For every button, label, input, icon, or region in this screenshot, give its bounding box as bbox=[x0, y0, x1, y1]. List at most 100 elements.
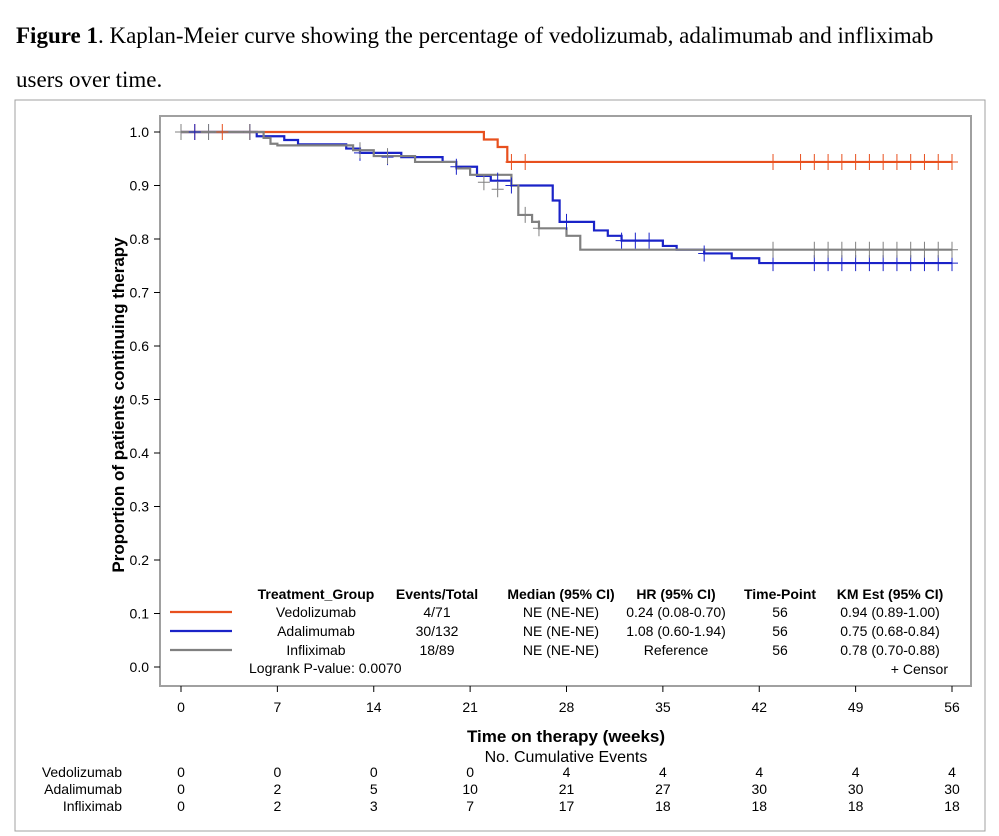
stats-cell: 4/71 bbox=[423, 604, 450, 620]
x-tick-label: 28 bbox=[559, 699, 575, 715]
censor-mark-infliximab bbox=[353, 142, 366, 159]
stats-cell: 0.24 (0.08-0.70) bbox=[626, 604, 726, 620]
censor-mark-infliximab bbox=[381, 148, 394, 165]
y-tick-label: 0.7 bbox=[130, 285, 150, 301]
stats-cell: Infliximab bbox=[286, 642, 345, 658]
censor-mark-vedolizumab bbox=[808, 153, 821, 170]
censor-mark-infliximab bbox=[849, 241, 862, 258]
risk-cell: 18 bbox=[848, 798, 864, 814]
risk-cell: 0 bbox=[370, 764, 378, 780]
censor-mark-adalimumab bbox=[835, 255, 848, 272]
plot-frame bbox=[159, 115, 972, 687]
risk-cell: 0 bbox=[466, 764, 474, 780]
risk-cell: 30 bbox=[751, 781, 767, 797]
x-tick-label: 35 bbox=[655, 699, 671, 715]
stats-inset-table: Treatment_Group Events/Total Median (95% C… bbox=[170, 586, 948, 677]
series-line-infliximab bbox=[181, 130, 952, 251]
censor-marks bbox=[175, 124, 958, 272]
censor-mark-adalimumab bbox=[932, 255, 945, 272]
censor-mark-infliximab bbox=[918, 241, 931, 258]
x-tick-label: 0 bbox=[177, 699, 185, 715]
y-tick-label: 0.4 bbox=[130, 445, 150, 461]
series-line-adalimumab bbox=[181, 130, 952, 265]
censor-mark-infliximab bbox=[932, 241, 945, 258]
risk-table-title: No. Cumulative Events bbox=[485, 749, 648, 766]
risk-cell: 0 bbox=[177, 781, 185, 797]
risk-cell: 4 bbox=[948, 764, 956, 780]
stats-cell: 18/89 bbox=[419, 642, 454, 658]
risk-cell: 3 bbox=[370, 798, 378, 814]
stats-cell: NE (NE-NE) bbox=[523, 604, 599, 620]
censor-mark-infliximab bbox=[243, 124, 256, 140]
y-tick-label: 0.5 bbox=[130, 392, 150, 408]
censor-mark-vedolizumab bbox=[890, 153, 903, 170]
stats-cell: 0.94 (0.89-1.00) bbox=[840, 604, 940, 620]
x-axis-label: Time on therapy (weeks) bbox=[467, 727, 665, 746]
censor-mark-infliximab bbox=[946, 241, 958, 258]
stats-header: Median (95% CI) bbox=[507, 586, 614, 602]
x-tick-label: 56 bbox=[944, 699, 960, 715]
risk-cell: 18 bbox=[944, 798, 960, 814]
censor-mark-vedolizumab bbox=[877, 153, 890, 170]
stats-cell: Adalimumab bbox=[277, 623, 355, 639]
stats-header: Time-Point bbox=[744, 586, 816, 602]
risk-cell: 2 bbox=[273, 798, 281, 814]
censor-mark-infliximab bbox=[519, 206, 532, 223]
censor-mark-adalimumab bbox=[629, 232, 642, 249]
risk-cell: 5 bbox=[370, 781, 378, 797]
stats-cell: 0.75 (0.68-0.84) bbox=[840, 623, 940, 639]
censor-mark-adalimumab bbox=[822, 255, 835, 272]
stats-cell: 56 bbox=[772, 642, 788, 658]
censor-mark-vedolizumab bbox=[822, 153, 835, 170]
stats-cell: NE (NE-NE) bbox=[523, 642, 599, 658]
stats-header: Treatment_Group bbox=[258, 586, 375, 602]
censor-mark-adalimumab bbox=[505, 177, 518, 194]
stats-header: Events/Total bbox=[396, 586, 478, 602]
x-tick-label: 14 bbox=[366, 699, 382, 715]
censor-mark-vedolizumab bbox=[835, 153, 848, 170]
series-line-vedolizumab bbox=[181, 130, 952, 164]
censor-mark-infliximab bbox=[835, 241, 848, 258]
censor-mark-vedolizumab bbox=[794, 153, 807, 170]
censor-mark-vedolizumab bbox=[946, 153, 958, 170]
censor-mark-adalimumab bbox=[849, 255, 862, 272]
censor-legend: + Censor bbox=[891, 661, 949, 677]
censor-mark-vedolizumab bbox=[849, 153, 862, 170]
x-tick-label: 49 bbox=[848, 699, 864, 715]
censor-mark-infliximab bbox=[532, 220, 545, 237]
censor-mark-vedolizumab bbox=[904, 153, 917, 170]
censor-mark-infliximab bbox=[202, 124, 215, 140]
risk-cell: 21 bbox=[559, 781, 575, 797]
y-tick-label: 0.9 bbox=[130, 178, 150, 194]
censor-mark-adalimumab bbox=[904, 255, 917, 272]
stats-cell: 56 bbox=[772, 623, 788, 639]
censor-mark-infliximab bbox=[822, 241, 835, 258]
censor-mark-adalimumab bbox=[946, 255, 958, 272]
censor-mark-infliximab bbox=[491, 181, 504, 198]
y-tick-label: 0.1 bbox=[130, 606, 150, 622]
censor-mark-vedolizumab bbox=[918, 153, 931, 170]
logrank-pvalue: Logrank P-value: 0.0070 bbox=[249, 660, 402, 676]
censor-mark-adalimumab bbox=[188, 124, 201, 140]
censor-mark-infliximab bbox=[477, 174, 490, 191]
censor-mark-adalimumab bbox=[643, 232, 656, 249]
stats-cell: 30/132 bbox=[416, 623, 459, 639]
x-tick-label: 21 bbox=[462, 699, 478, 715]
censor-mark-vedolizumab bbox=[767, 153, 780, 170]
censor-mark-adalimumab bbox=[918, 255, 931, 272]
censor-mark-vedolizumab bbox=[932, 153, 945, 170]
risk-cell: 7 bbox=[466, 798, 474, 814]
risk-cell: 17 bbox=[559, 798, 575, 814]
y-axis: 0.0 0.1 0.2 0.3 0.4 0.5 0.6 0.7 0.8 0.9 1.0 bbox=[130, 124, 160, 675]
censor-mark-infliximab bbox=[877, 241, 890, 258]
risk-cell: 0 bbox=[273, 764, 281, 780]
stats-cell: 1.08 (0.60-1.94) bbox=[626, 623, 726, 639]
x-tick-label: 42 bbox=[751, 699, 767, 715]
figure-caption: Figure 1. Kaplan-Meier curve showing the… bbox=[16, 14, 976, 102]
risk-cell: 0 bbox=[177, 798, 185, 814]
x-axis: 0 7 14 21 28 35 42 49 56 bbox=[177, 686, 960, 715]
censor-mark-adalimumab bbox=[698, 245, 711, 262]
risk-cell: 4 bbox=[755, 764, 763, 780]
y-tick-label: 0.3 bbox=[130, 499, 150, 515]
